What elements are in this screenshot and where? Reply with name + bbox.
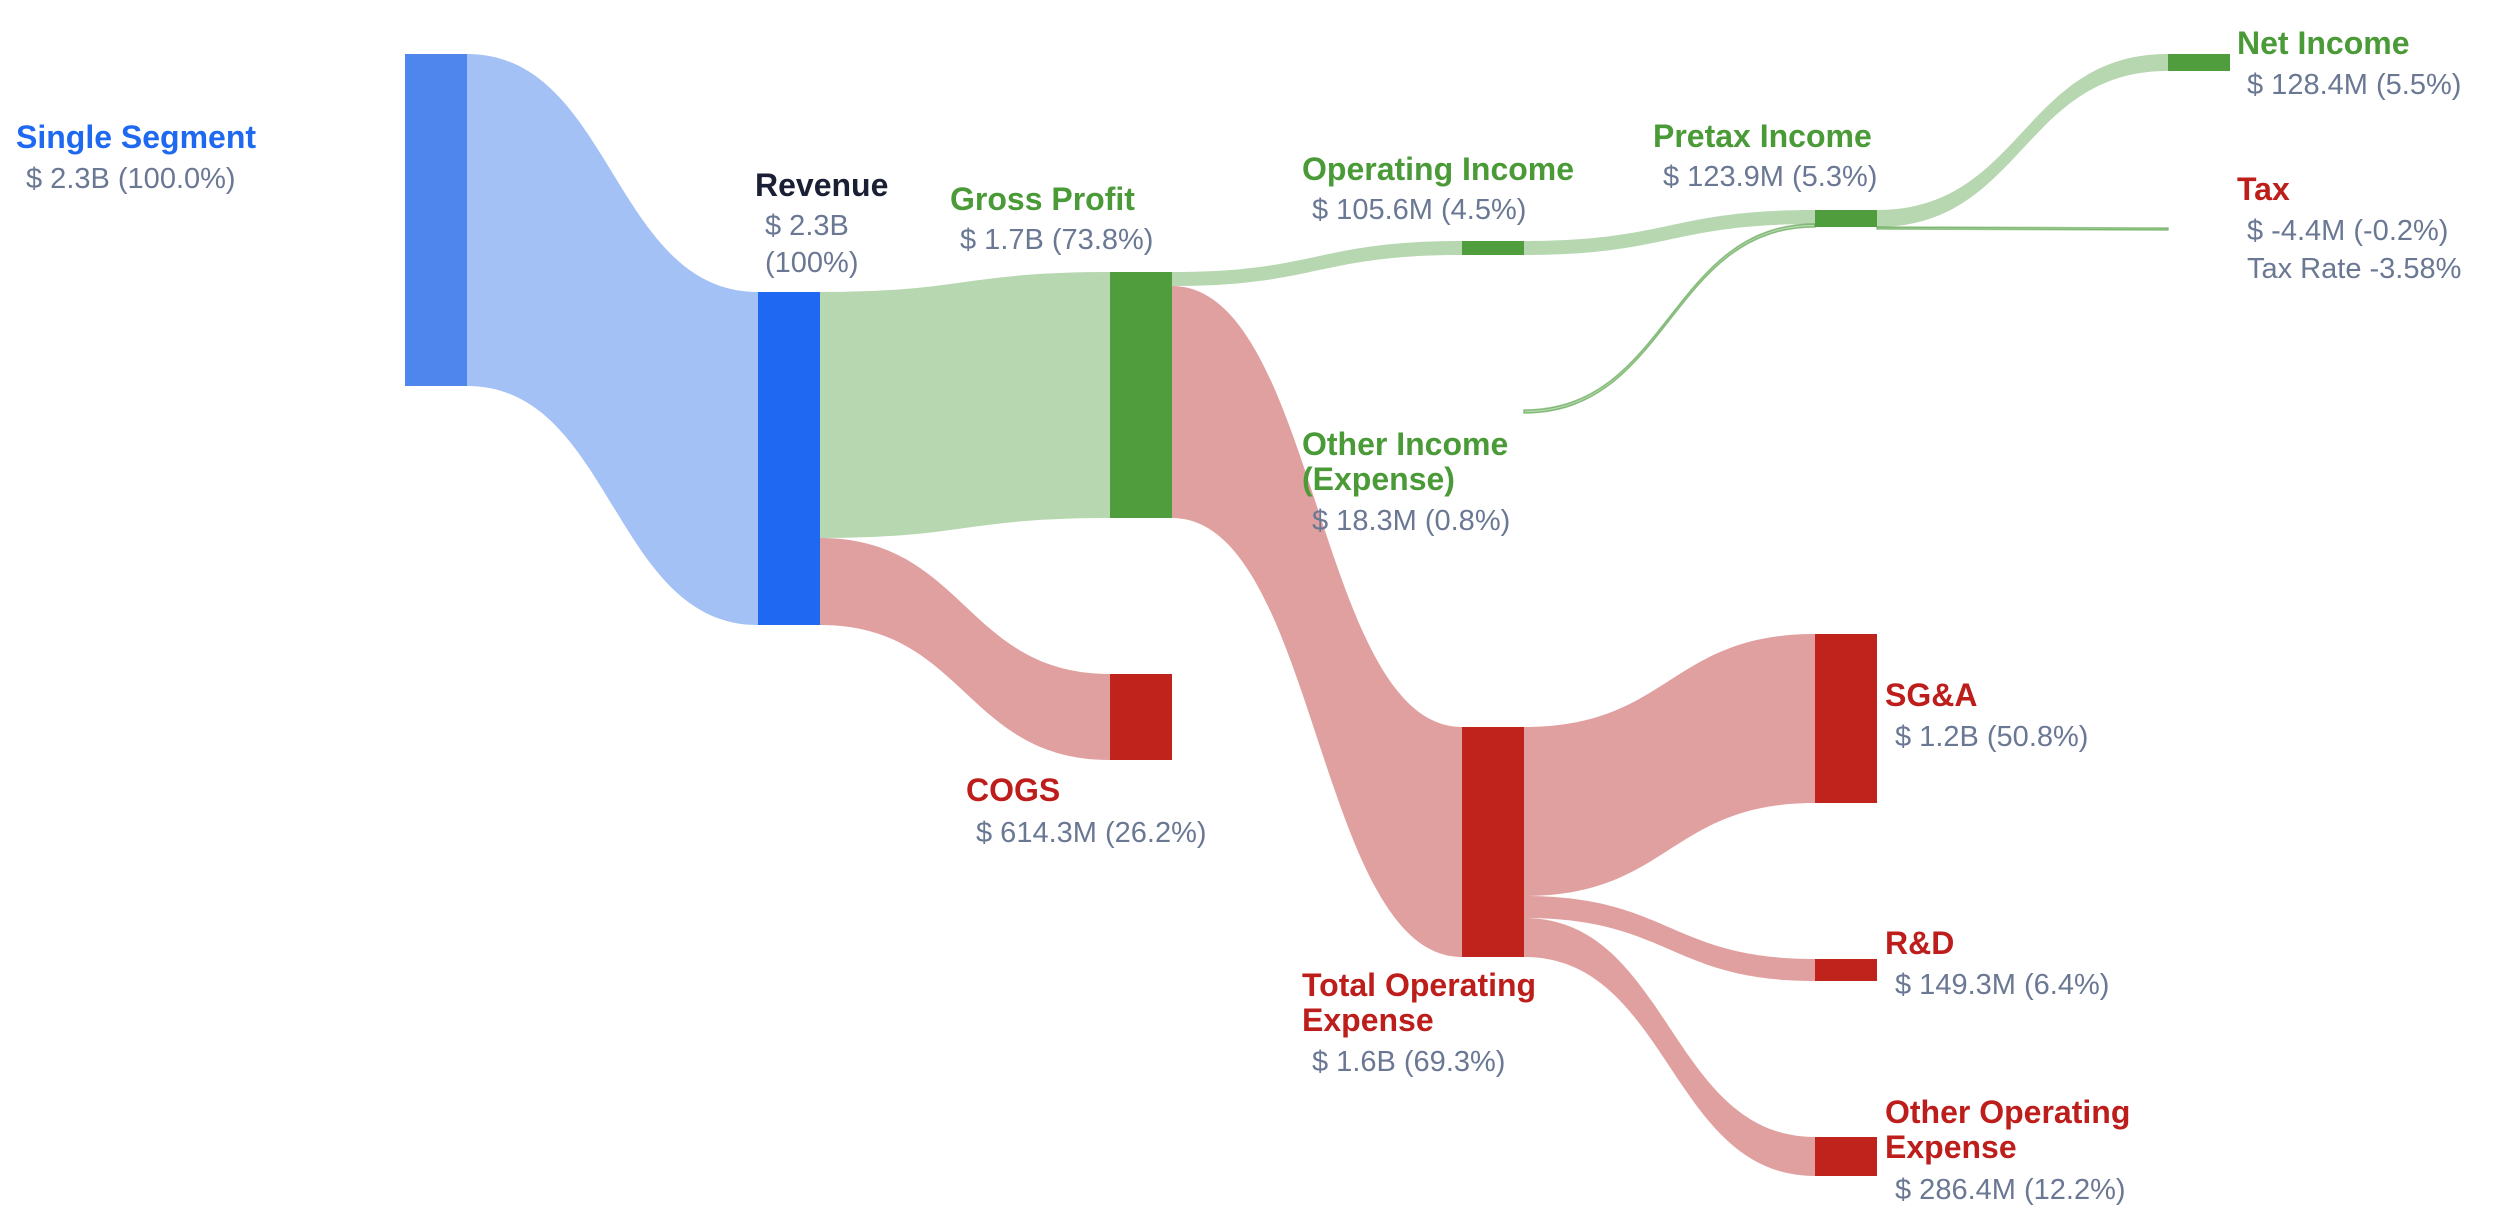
link-pretax_income-to-net_income: [1877, 54, 2168, 227]
link-segment-to-revenue: [467, 54, 758, 625]
link-pretax_income-to-tax: [1876, 226, 2169, 231]
nodes-layer: [405, 54, 2230, 1176]
label-title2-other-income: (Expense): [1302, 461, 1455, 497]
link-total_opex-to-sga: [1524, 634, 1815, 896]
label-value-net-income: $ 128.4M (5.5%): [2247, 69, 2461, 101]
node-gross-profit: [1110, 272, 1172, 518]
label-value-tax: $ -4.4M (-0.2%): [2247, 215, 2448, 247]
label-value-rnd: $ 149.3M (6.4%): [1895, 969, 2109, 1001]
node-revenue: [758, 292, 820, 625]
label-value-operating-income: $ 105.6M (4.5%): [1312, 194, 1526, 226]
link-total_opex-to-other_opex: [1524, 918, 1815, 1176]
label-value-other-opex: $ 286.4M (12.2%): [1895, 1174, 2126, 1206]
label-title-segment: Single Segment: [16, 119, 256, 155]
label-title-gross-profit: Gross Profit: [950, 181, 1135, 217]
node-other-opex: [1815, 1137, 1877, 1176]
label-value-other-income: $ 18.3M (0.8%): [1312, 505, 1510, 537]
link-gross_profit-to-total_opex: [1172, 286, 1462, 957]
label-value-cogs: $ 614.3M (26.2%): [976, 817, 1207, 849]
link-revenue-to-cogs: [820, 538, 1110, 760]
link-operating_income-to-pretax_income: [1524, 210, 1815, 255]
label-title-total-opex: Total Operating: [1302, 967, 1536, 1003]
label-title-net-income: Net Income: [2237, 25, 2409, 61]
link-revenue-to-gross_profit: [820, 272, 1110, 538]
node-net-income: [2168, 54, 2230, 71]
label-value-pretax-income: $ 123.9M (5.3%): [1663, 161, 1877, 193]
label-value-sga: $ 1.2B (50.8%): [1895, 721, 2088, 753]
label-title-rnd: R&D: [1885, 925, 1954, 961]
node-operating-income: [1462, 241, 1524, 255]
label-title-pretax-income: Pretax Income: [1653, 118, 1872, 154]
label-value-total-opex: $ 1.6B (69.3%): [1312, 1046, 1505, 1078]
label-title-cogs: COGS: [966, 772, 1060, 808]
labels-layer: Single Segment $ 2.3B (100.0%) Revenue $…: [16, 25, 2461, 1206]
label-title-sga: SG&A: [1885, 677, 1977, 713]
label-title-tax: Tax: [2237, 171, 2290, 207]
links-layer: [467, 54, 2169, 1176]
node-sga: [1815, 634, 1877, 803]
label-value2-revenue: (100%): [765, 247, 859, 279]
node-total-opex: [1462, 727, 1524, 957]
link-gross_profit-to-operating_income: [1172, 241, 1462, 286]
label-title-other-opex: Other Operating: [1885, 1094, 2130, 1130]
node-segment: [405, 54, 467, 386]
label-title-other-income: Other Income: [1302, 426, 1508, 462]
node-rnd: [1815, 959, 1877, 981]
label-title2-total-opex: Expense: [1302, 1002, 1434, 1038]
label-value2-tax: Tax Rate -3.58%: [2247, 253, 2461, 285]
link-total_opex-to-rnd: [1524, 896, 1815, 981]
label-title-revenue: Revenue: [755, 167, 888, 203]
label-value-gross-profit: $ 1.7B (73.8%): [960, 224, 1153, 256]
label-value-segment: $ 2.3B (100.0%): [26, 163, 236, 195]
label-title-operating-income: Operating Income: [1302, 151, 1574, 187]
node-cogs: [1110, 674, 1172, 760]
label-title2-other-opex: Expense: [1885, 1129, 2017, 1165]
node-pretax-income: [1815, 210, 1877, 227]
label-value-revenue: $ 2.3B: [765, 210, 849, 242]
